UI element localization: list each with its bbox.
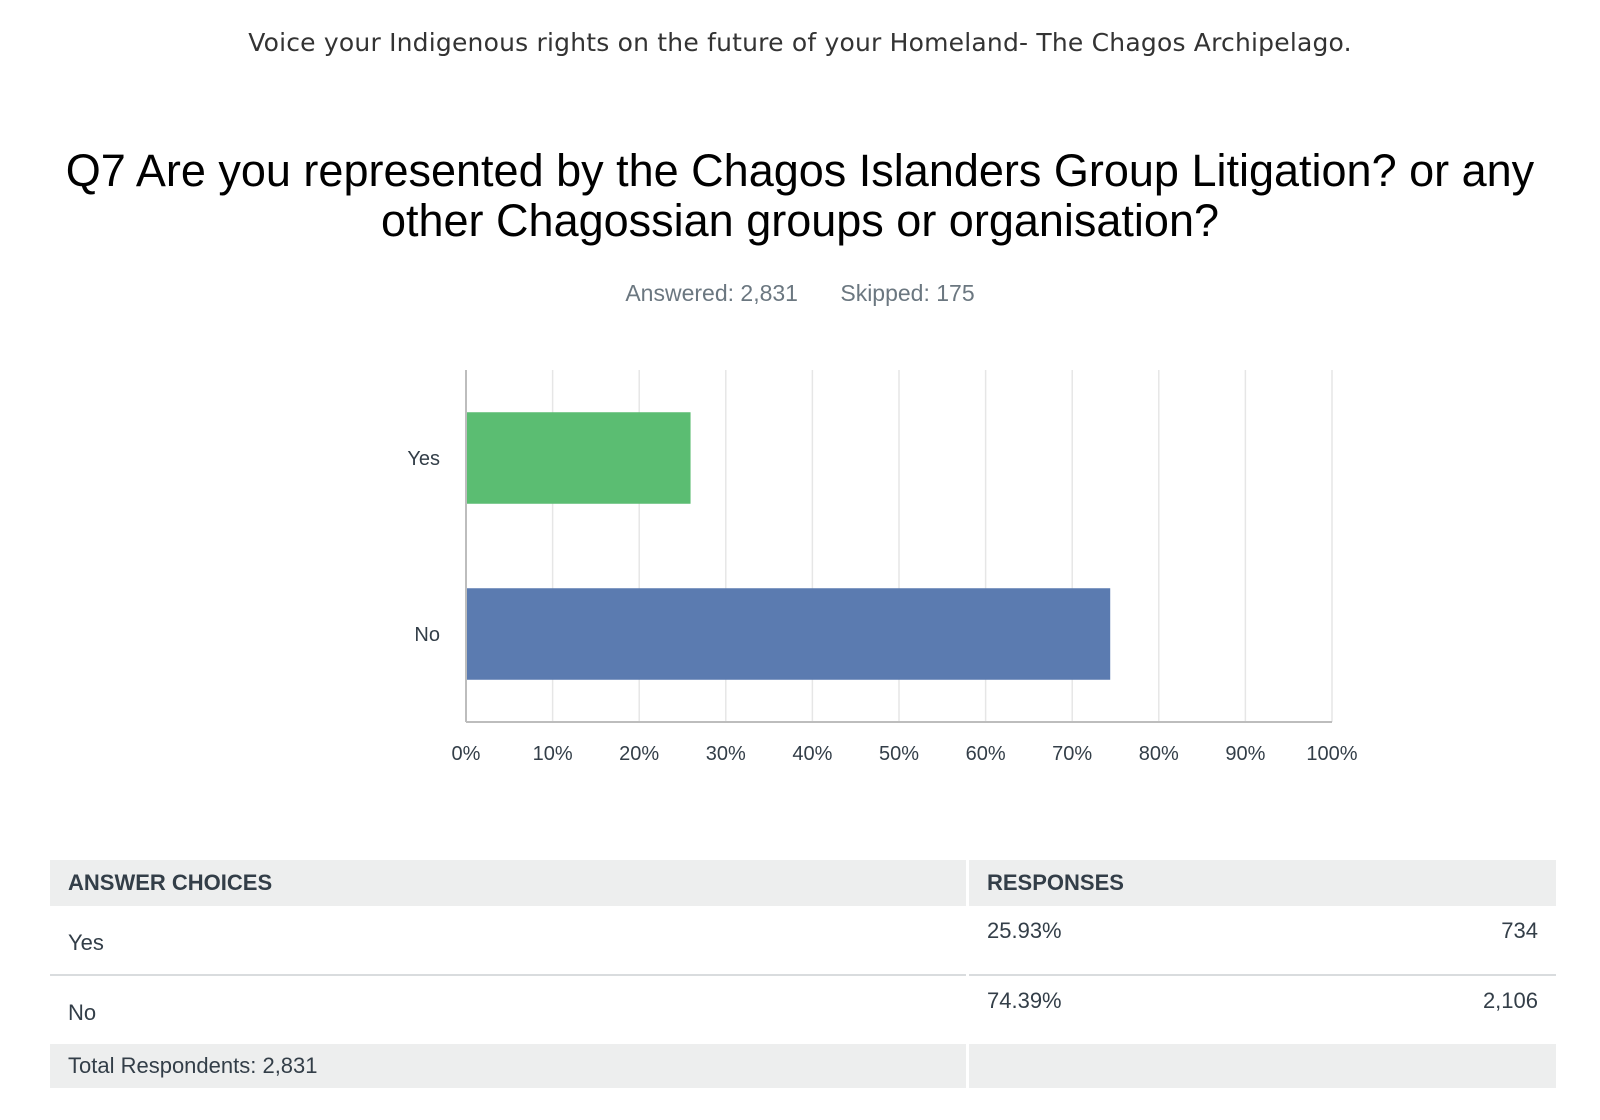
skipped-count: Skipped: 175 — [840, 280, 975, 306]
total-empty-cell — [966, 1044, 1556, 1088]
table-row: No 74.39% 2,106 — [50, 975, 1556, 1044]
choice-cell: Yes — [50, 906, 968, 976]
bar-chart: 0% 10% 20% 30% 40% 50% 60% 70% 80% 90% 100% Yes No — [407, 370, 1358, 765]
x-tick-label: 60% — [966, 743, 1006, 765]
percent-cell: 74.39% — [966, 975, 1293, 1044]
category-label: No — [414, 624, 440, 646]
x-tick-label: 100% — [1306, 743, 1357, 765]
x-tick-label: 10% — [533, 743, 573, 765]
x-tick-label: 90% — [1225, 743, 1265, 765]
header-answer-choices: ANSWER CHOICES — [50, 860, 968, 906]
x-tick-label: 0% — [452, 743, 481, 765]
count-cell: 734 — [1292, 906, 1556, 976]
count-cell: 2,106 — [1482, 988, 1538, 1013]
header-responses: RESPONSES — [966, 860, 1556, 906]
responses-table: ANSWER CHOICES RESPONSES Yes 25.93% 734 … — [50, 860, 1556, 1088]
bar-yes — [467, 412, 691, 504]
bar-no — [467, 588, 1111, 680]
x-tick-label: 30% — [706, 743, 746, 765]
table-header-row: ANSWER CHOICES RESPONSES — [50, 860, 1556, 906]
x-tick-label: 20% — [619, 743, 659, 765]
x-tick-label: 40% — [792, 743, 832, 765]
answered-count: Answered: 2,831 — [625, 280, 798, 306]
survey-title: Voice your Indigenous rights on the futu… — [248, 28, 1352, 57]
question-title: Q7 Are you represented by the Chagos Isl… — [65, 145, 1535, 246]
category-label: Yes — [407, 448, 440, 470]
total-row: Total Respondents: 2,831 — [50, 1044, 1556, 1088]
x-tick-label: 70% — [1052, 743, 1092, 765]
response-stats: Answered: 2,831 Skipped: 175 — [0, 280, 1600, 307]
choice-cell: No — [68, 1000, 97, 1025]
x-tick-label: 50% — [879, 743, 919, 765]
x-tick-label: 80% — [1139, 743, 1179, 765]
table-row: Yes 25.93% 734 — [50, 906, 1556, 976]
percent-cell: 25.93% — [966, 906, 1293, 976]
total-respondents: Total Respondents: 2,831 — [50, 1044, 968, 1088]
